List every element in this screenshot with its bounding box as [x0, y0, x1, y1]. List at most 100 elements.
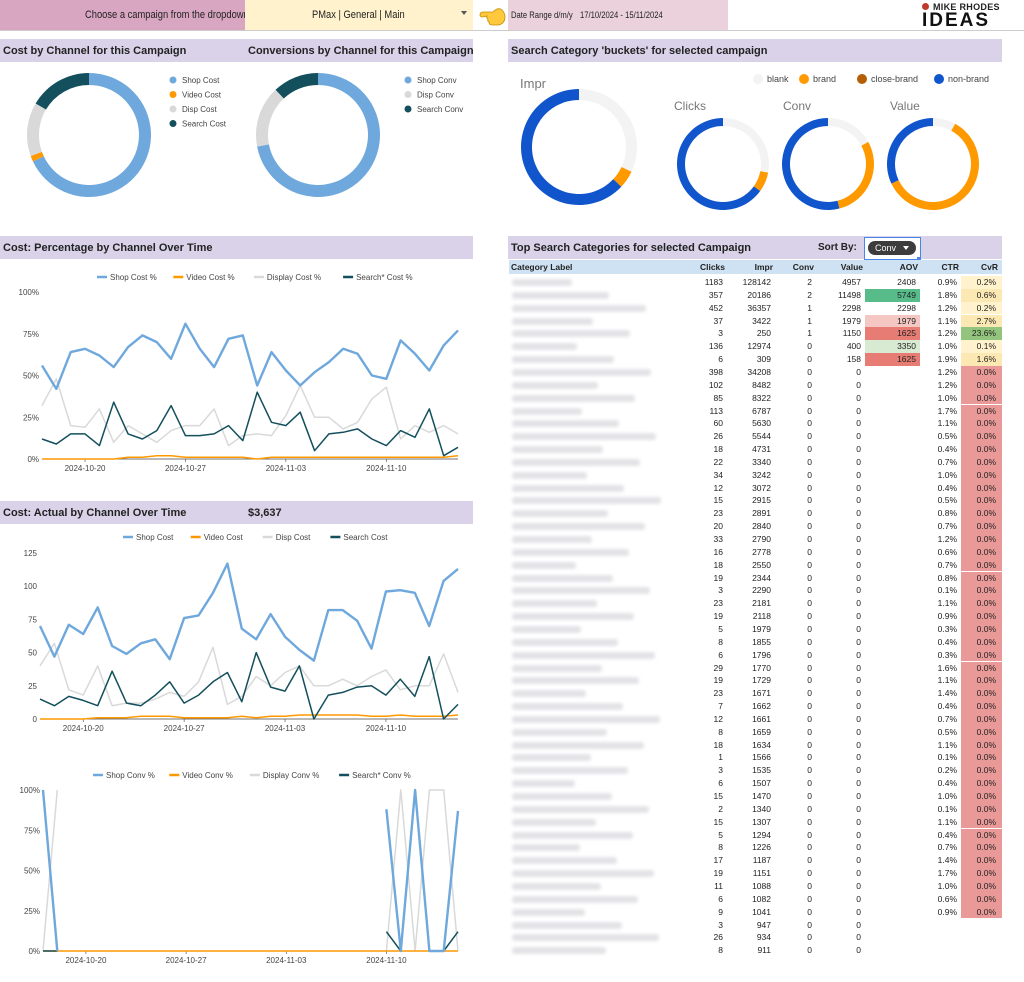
table-row[interactable]: 7 1662 0 0 0.4% 0.0%	[509, 700, 1002, 713]
table-row[interactable]: 23 1671 0 0 1.4% 0.0%	[509, 687, 1002, 700]
table-cell-ctr: 0.9%	[937, 906, 957, 917]
table-cell-conv: 0	[807, 585, 812, 596]
table-row[interactable]: 3 1535 0 0 0.2% 0.0%	[509, 764, 1002, 778]
column-header[interactable]: Impr	[754, 262, 773, 272]
table-cell-value: 0	[856, 842, 861, 853]
table-cell-ctr: 1.1%	[937, 598, 957, 609]
caret-down-icon[interactable]	[903, 246, 909, 250]
campaign-dropdown-value[interactable]: PMax | General | Main	[312, 9, 405, 21]
sort-by-chip[interactable]	[868, 241, 916, 255]
table-row[interactable]: 22 3340 0 0 0.7% 0.0%	[509, 455, 1002, 469]
table-row[interactable]: 11 1088 0 0 1.0% 0.0%	[509, 879, 1002, 893]
column-header[interactable]: Category Label	[511, 262, 573, 272]
table-cell-cvr: 0.0%	[976, 778, 996, 789]
table-cell-clicks: 5	[718, 829, 723, 840]
table-row[interactable]: 17 1187 0 0 1.4% 0.0%	[509, 854, 1002, 868]
table-row[interactable]: 23 2891 0 0 0.8% 0.0%	[509, 507, 1002, 521]
table-row[interactable]: 1 1566 0 0 0.1% 0.0%	[509, 751, 1002, 765]
table-cell-ctr: 0.9%	[937, 277, 957, 287]
table-row[interactable]: 357 20186 2 11498 5749 1.8% 0.6%	[509, 288, 1002, 302]
table-row[interactable]: 9 1041 0 0 0.9% 0.0%	[509, 905, 1002, 919]
table-cell-ctr: 0.3%	[937, 649, 957, 660]
table-cell-conv: 0	[807, 559, 812, 570]
table-row[interactable]: 26 934 0 0	[509, 931, 1002, 944]
column-header[interactable]: AOV	[899, 262, 918, 272]
table-row[interactable]: 3 2290 0 0 0.1% 0.0%	[509, 584, 1002, 598]
table-row[interactable]: 23 2181 0 0 1.1% 0.0%	[509, 597, 1002, 611]
table-row[interactable]: 29 1770 0 0 1.6% 0.0%	[509, 661, 1002, 675]
table-row[interactable]: 20 2840 0 0 0.7% 0.0%	[509, 520, 1002, 533]
table-row[interactable]: 8 911 0 0	[509, 944, 1002, 957]
table-row[interactable]: 15 1307 0 0 1.1% 0.0%	[509, 815, 1002, 829]
table-row[interactable]: 19 1151 0 0 1.7% 0.0%	[509, 867, 1002, 880]
redacted-label	[512, 754, 591, 762]
table-row[interactable]: 26 5544 0 0 0.5% 0.0%	[509, 430, 1002, 443]
table-row[interactable]: 6 309 0 158 1625 1.9% 1.6%	[509, 353, 1002, 366]
cvr-heat-cell	[961, 533, 1002, 546]
table-cell-impr: 1470	[752, 791, 771, 801]
column-header[interactable]: Clicks	[699, 262, 725, 272]
table-row[interactable]: 6 1507 0 0 0.4% 0.0%	[509, 777, 1002, 790]
table-row[interactable]: 8 1855 0 0 0.4% 0.0%	[509, 635, 1002, 649]
table-row[interactable]: 18 2550 0 0 0.7% 0.0%	[509, 558, 1002, 572]
table-cell-cvr: 0.0%	[976, 816, 996, 827]
table-cell-clicks: 15	[713, 495, 723, 506]
table-row[interactable]: 18 4731 0 0 0.4% 0.0%	[509, 443, 1002, 456]
aov-heat-cell	[865, 288, 920, 302]
legend-label: Video Conv %	[182, 771, 233, 780]
table-row[interactable]: 33 2790 0 0 1.2% 0.0%	[509, 533, 1002, 546]
redacted-label	[512, 857, 617, 865]
sort-by-value[interactable]: Conv	[875, 243, 897, 253]
table-row[interactable]: 113 6787 0 0 1.7% 0.0%	[509, 404, 1002, 418]
table-row[interactable]: 16 2778 0 0 0.6% 0.0%	[509, 545, 1002, 559]
column-header[interactable]: Conv	[792, 262, 814, 272]
y-tick-label: 50%	[23, 372, 39, 381]
table-cell-clicks: 6	[718, 778, 723, 789]
table-row[interactable]: 18 1634 0 0 1.1% 0.0%	[509, 738, 1002, 752]
redacted-label	[512, 548, 629, 556]
y-tick-label: 100%	[20, 786, 40, 795]
table-row[interactable]: 5 1294 0 0 0.4% 0.0%	[509, 828, 1002, 842]
table-row[interactable]: 136 12974 0 400 3350 1.0% 0.1%	[509, 340, 1002, 354]
table-row[interactable]: 12 1661 0 0 0.7% 0.0%	[509, 712, 1002, 726]
table-row[interactable]: 6 1082 0 0 0.6% 0.0%	[509, 892, 1002, 906]
table-row[interactable]: 3 947 0 0	[509, 919, 1002, 932]
column-header[interactable]: CTR	[941, 262, 959, 272]
column-header[interactable]: Value	[840, 262, 863, 272]
table-row[interactable]: 34 3242 0 0 1.0% 0.0%	[509, 468, 1002, 482]
chevron-down-icon[interactable]	[461, 11, 467, 15]
table-cell-impr: 6787	[752, 405, 771, 416]
table-cell-impr: 1082	[752, 893, 771, 904]
table-row[interactable]: 19 2118 0 0 0.9% 0.0%	[509, 610, 1002, 623]
table-row[interactable]: 15 1470 0 0 1.0% 0.0%	[509, 790, 1002, 803]
campaign-dropdown[interactable]	[245, 0, 473, 30]
table-row[interactable]: 8 1226 0 0 0.7% 0.0%	[509, 841, 1002, 855]
table-row[interactable]: 85 8322 0 0 1.0% 0.0%	[509, 391, 1002, 405]
table-cell-ctr: 1.2%	[937, 379, 957, 390]
selection-handle[interactable]	[917, 257, 921, 261]
table-row[interactable]: 2 1340 0 0 0.1% 0.0%	[509, 802, 1002, 816]
table-row[interactable]: 60 5630 0 0 1.1% 0.0%	[509, 417, 1002, 431]
table-cell-value: 0	[856, 649, 861, 660]
table-cell-conv: 0	[807, 456, 812, 467]
table-row[interactable]: 452 36357 1 2298 2298 1.2% 0.2%	[509, 301, 1002, 315]
table-row[interactable]: 12 3072 0 0 0.4% 0.0%	[509, 481, 1002, 495]
table-cell-clicks: 12	[713, 482, 723, 493]
table-cell-value: 0	[856, 598, 861, 609]
table-row[interactable]: 8 1659 0 0 0.5% 0.0%	[509, 725, 1002, 739]
table-cell-impr: 36357	[747, 302, 771, 313]
table-row[interactable]: 1183 128142 2 4957 2408 0.9% 0.2%	[509, 276, 1002, 289]
table-row[interactable]: 37 3422 1 1979 1979 1.1% 2.7%	[509, 314, 1002, 328]
table-cell-conv: 0	[807, 649, 812, 660]
table-row[interactable]: 398 34208 0 0 1.2% 0.0%	[509, 365, 1002, 379]
table-row[interactable]: 15 2915 0 0 0.5% 0.0%	[509, 494, 1002, 508]
table-row[interactable]: 19 2344 0 0 0.8% 0.0%	[509, 571, 1002, 585]
table-row[interactable]: 5 1979 0 0 0.3% 0.0%	[509, 622, 1002, 636]
table-row[interactable]: 19 1729 0 0 1.1% 0.0%	[509, 674, 1002, 688]
table-row[interactable]: 102 8482 0 0 1.2% 0.0%	[509, 378, 1002, 392]
table-row[interactable]: 6 1796 0 0 0.3% 0.0%	[509, 648, 1002, 662]
column-header[interactable]: CvR	[980, 262, 998, 272]
logo-main: IDEAS	[922, 10, 991, 31]
table-row[interactable]: 3 250 1 1150 1625 1.2% 23.6%	[509, 327, 1002, 341]
cvr-heat-cell	[961, 494, 1002, 508]
